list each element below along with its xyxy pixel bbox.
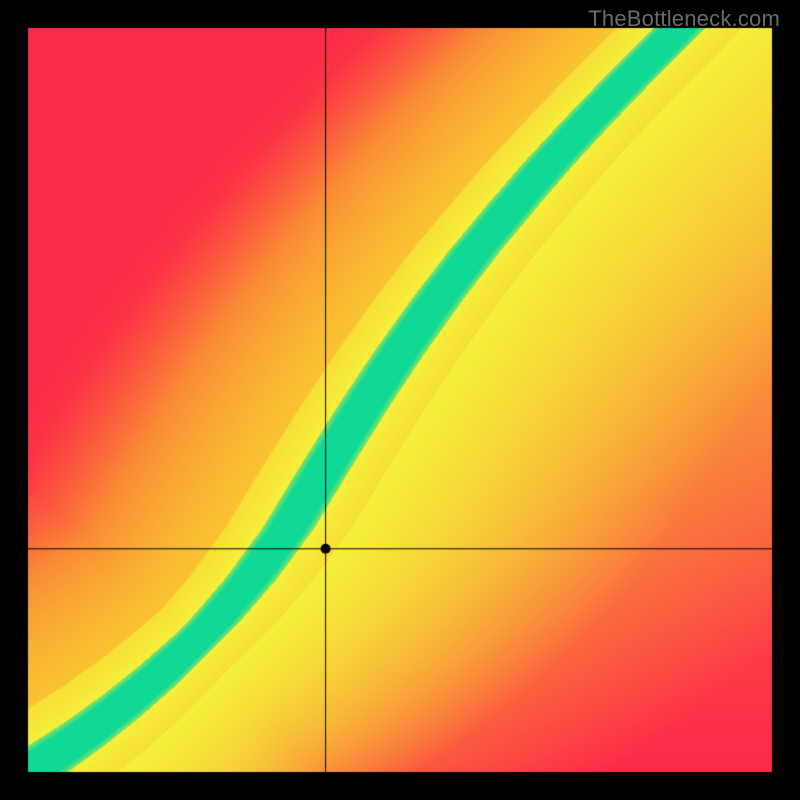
chart-container: TheBottleneck.com [0, 0, 800, 800]
heatmap-canvas [0, 0, 800, 800]
watermark-text: TheBottleneck.com [588, 6, 780, 32]
